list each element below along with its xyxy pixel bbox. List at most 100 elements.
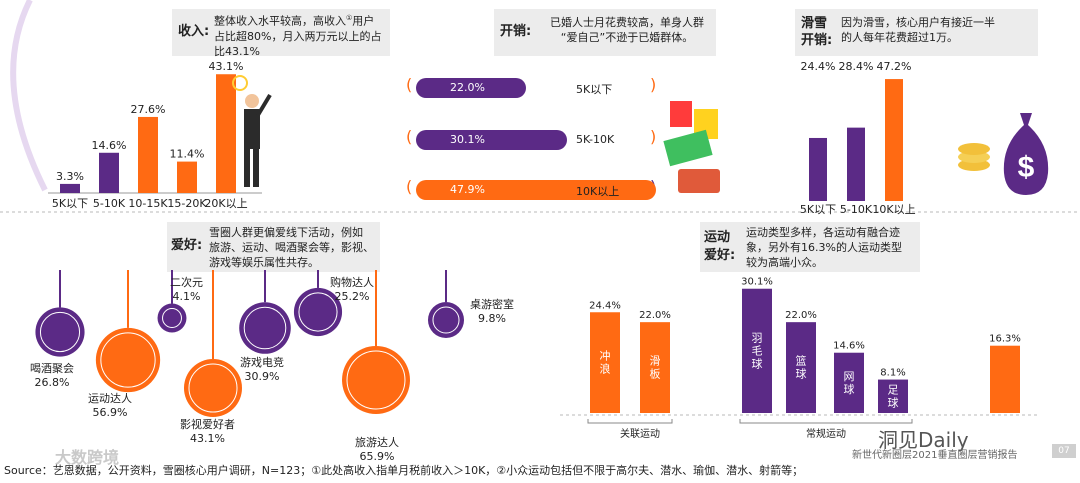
hobby-label: 购物达人 25.2% xyxy=(330,276,374,304)
hobby-label: 影视爱好者 43.1% xyxy=(180,418,235,446)
hobby-icon xyxy=(346,350,406,410)
hobby-bubble xyxy=(342,346,410,414)
ski-desc-2: 的人每年花费超过1万。 xyxy=(841,31,958,44)
sport-category-label: 冲 xyxy=(600,349,611,363)
sport-desc-2: 象，另外有16.3%的人运动类型 xyxy=(746,241,902,254)
hobby-category-label: 运动达人 xyxy=(88,392,132,405)
hobby-category-label: 桌游密室 xyxy=(470,298,514,311)
hobby-category-label: 游戏电竞 xyxy=(240,356,284,369)
sport-bar xyxy=(786,322,816,413)
paren-right: ) xyxy=(650,75,657,94)
income-chart: 3.3% 5K以下 14.6% 5-10K 27.6% 10-15K 11.4% 15-20K… xyxy=(48,60,262,210)
spending-desc-2: “爱自己”不逊于已婚群体。 xyxy=(560,31,694,44)
spending-label: 开销: xyxy=(500,24,532,39)
money-bag-illustration: $ xyxy=(958,113,1049,195)
sport-bar xyxy=(640,322,670,413)
spending-bar-label: 47.9% xyxy=(450,183,485,196)
hobby-label: 爱好: xyxy=(171,238,203,253)
income-desc-box: 收入: 整体收入水平较高，高收入①用户 占比超80%，月入两万元以上的占 比43… xyxy=(172,9,390,58)
ski-category-label: 10K以上 xyxy=(872,203,915,215)
ski-bar-label: 24.4% xyxy=(801,60,836,73)
income-bar xyxy=(177,161,197,193)
spending-chart: ()22.0%5K以下()30.1%5K-10K()47.9%10K以上 xyxy=(400,70,670,210)
source-note: Source：艺恩数据，公开资料，雪圈核心用户调研，N=123；①此处高收入指单… xyxy=(4,464,804,477)
hobby-category-label: 二次元 xyxy=(170,276,203,289)
ski-bar-label: 28.4% xyxy=(839,60,874,73)
hobby-category-label: 旅游达人 xyxy=(355,436,399,449)
ski-desc-box: 滑雪 开销: 因为滑雪，核心用户有接近一半 的人每年花费超过1万。 xyxy=(795,9,1038,56)
hobby-chart: 喝酒聚会 26.8% 运动达人 56.9% 二次元 4.1% 影视爱好者 43.1% 游戏电竞 3… xyxy=(0,270,560,463)
income-category-label: 15-20K xyxy=(167,197,207,210)
ski-label-1: 滑雪 xyxy=(801,16,828,31)
sport-bar xyxy=(742,288,772,413)
sport-category-label: 网 xyxy=(844,370,855,383)
sport-bar xyxy=(878,379,908,413)
hobby-bubble xyxy=(95,327,161,393)
shopping-bags-illustration xyxy=(663,101,720,193)
income-bar-label: 14.6% xyxy=(92,139,127,152)
income-category-label: 5-10K xyxy=(93,197,126,210)
sport-desc-1: 运动类型多样，各运动有融合迹 xyxy=(746,226,900,239)
sport-category-label: 球 xyxy=(796,367,807,381)
sport-group-bracket xyxy=(587,419,673,424)
hobby-value-label: 26.8% xyxy=(34,376,70,389)
sport-category-label: 球 xyxy=(752,356,763,370)
hobby-value-label: 25.2% xyxy=(334,290,370,303)
sport-label-2: 爱好: xyxy=(704,248,736,263)
spending-bar-label: 30.1% xyxy=(450,133,485,146)
hobby-icon xyxy=(188,363,238,413)
sport-category-label: 浪 xyxy=(600,362,611,376)
dollar-icon: $ xyxy=(1018,151,1035,184)
spending-category-label: 10K以上 xyxy=(576,185,620,198)
page-number: 07 xyxy=(1052,444,1076,458)
spending-desc-1: 已婚人士月花费较高，单身人群 xyxy=(550,16,704,29)
spending-desc-box: 开销: 已婚人士月花费较高，单身人群 “爱自己”不逊于已婚群体。 xyxy=(494,9,716,56)
hobby-label: 二次元 4.1% xyxy=(170,276,203,304)
hobby-value-label: 65.9% xyxy=(359,450,395,463)
hobby-icon xyxy=(298,292,338,332)
income-desc-sup: ① xyxy=(346,14,353,22)
hobby-desc-box: 爱好: 雪圈人群更偏爱线下活动，例如 旅游、运动、喝酒聚会等，影视、 游戏等娱乐… xyxy=(167,222,380,272)
sport-bar xyxy=(990,345,1020,413)
brand-watermark: 洞见Daily xyxy=(878,428,969,452)
hobby-icon xyxy=(100,332,156,388)
hobby-category-label: 喝酒聚会 xyxy=(30,362,74,375)
sport-bar-label: 14.6% xyxy=(833,341,865,352)
sport-bar-label: 16.3% xyxy=(989,334,1021,345)
left-brand-watermark: 大数跨境 xyxy=(55,448,120,467)
income-bar xyxy=(138,116,158,193)
hobby-icon xyxy=(432,306,460,334)
ski-bar xyxy=(885,79,903,201)
income-bar-label: 3.3% xyxy=(56,170,84,183)
income-category-label: 5K以下 xyxy=(52,197,88,210)
sport-category-label: 滑 xyxy=(650,355,661,368)
sport-bar-label: 30.1% xyxy=(741,277,773,288)
ski-chart: 24.4% 5K以下 28.4% 5-10K 47.2% 10K以上 xyxy=(800,60,916,215)
sport-bar-label: 8.1% xyxy=(880,368,905,379)
hobby-category-label: 购物达人 xyxy=(330,276,374,289)
hobby-label: 喝酒聚会 26.8% xyxy=(30,362,74,390)
hobby-category-label: 影视爱好者 xyxy=(180,418,235,431)
sport-label-1: 运动 xyxy=(704,230,731,245)
paren-left: ( xyxy=(406,75,413,94)
sport-category-label: 板 xyxy=(650,367,661,381)
spending-bar-label: 22.0% xyxy=(450,81,485,94)
income-desc-2: 占比超80%，月入两万元以上的占 xyxy=(214,29,382,43)
income-category-label: 20K以上 xyxy=(204,197,247,210)
ski-desc-1: 因为滑雪，核心用户有接近一半 xyxy=(841,16,995,29)
hobby-bubble xyxy=(35,307,85,357)
spending-bar xyxy=(416,78,526,98)
paren-right: ) xyxy=(650,127,657,146)
sport-group-label: 常规运动 xyxy=(806,427,846,440)
hobby-desc-2: 旅游、运动、喝酒聚会等，影视、 xyxy=(209,241,374,254)
sport-category-label: 篮 xyxy=(796,354,807,368)
hobby-bubble xyxy=(239,302,291,354)
sport-category-label: 毛 xyxy=(752,344,763,357)
sport-bar-label: 24.4% xyxy=(589,300,621,311)
paren-left: ( xyxy=(406,177,413,196)
sport-category-label: 羽 xyxy=(752,331,763,344)
ski-category-label: 5-10K xyxy=(840,203,873,215)
spending-category-label: 5K以下 xyxy=(576,83,613,96)
purple-arc-decor xyxy=(10,0,48,192)
sport-desc-box: 运动 爱好: 运动类型多样，各运动有融合迹 象，另外有16.3%的人运动类型 较… xyxy=(700,222,920,272)
